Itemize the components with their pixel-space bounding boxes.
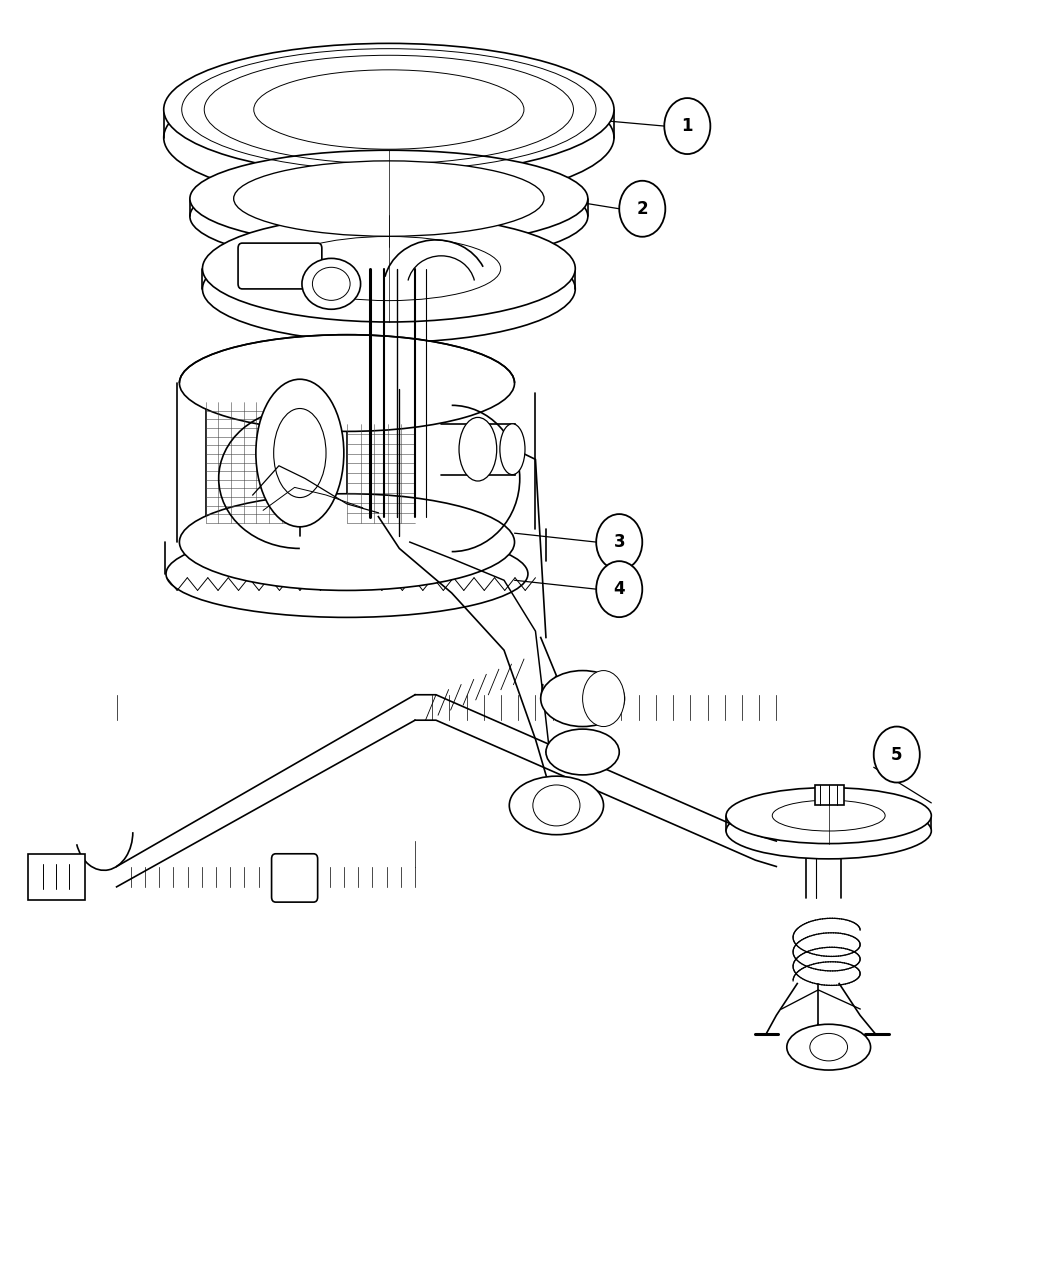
Circle shape (620, 181, 666, 237)
Circle shape (874, 727, 920, 783)
Ellipse shape (500, 423, 525, 474)
FancyBboxPatch shape (272, 854, 318, 903)
Bar (27, 854, 85, 900)
Ellipse shape (234, 161, 544, 236)
Ellipse shape (546, 729, 620, 775)
Ellipse shape (164, 71, 614, 204)
Text: 2: 2 (636, 200, 648, 218)
Ellipse shape (541, 671, 625, 727)
Ellipse shape (256, 379, 343, 527)
Ellipse shape (302, 259, 360, 310)
Ellipse shape (459, 417, 497, 481)
Ellipse shape (190, 168, 588, 265)
Circle shape (596, 514, 643, 570)
Circle shape (596, 561, 643, 617)
Ellipse shape (786, 1024, 870, 1070)
Ellipse shape (190, 150, 588, 247)
Circle shape (665, 98, 711, 154)
Ellipse shape (277, 236, 501, 301)
Text: 3: 3 (613, 533, 625, 551)
FancyBboxPatch shape (238, 244, 322, 289)
Ellipse shape (166, 530, 528, 617)
Ellipse shape (509, 776, 604, 835)
Ellipse shape (726, 788, 931, 844)
Bar (815, 785, 844, 806)
Ellipse shape (203, 236, 575, 343)
Ellipse shape (180, 335, 514, 431)
Ellipse shape (726, 803, 931, 859)
Ellipse shape (583, 671, 625, 727)
Ellipse shape (164, 43, 614, 176)
Text: 5: 5 (891, 746, 903, 764)
Ellipse shape (203, 215, 575, 323)
Text: 4: 4 (613, 580, 625, 598)
Text: 1: 1 (681, 117, 693, 135)
Ellipse shape (180, 493, 514, 590)
